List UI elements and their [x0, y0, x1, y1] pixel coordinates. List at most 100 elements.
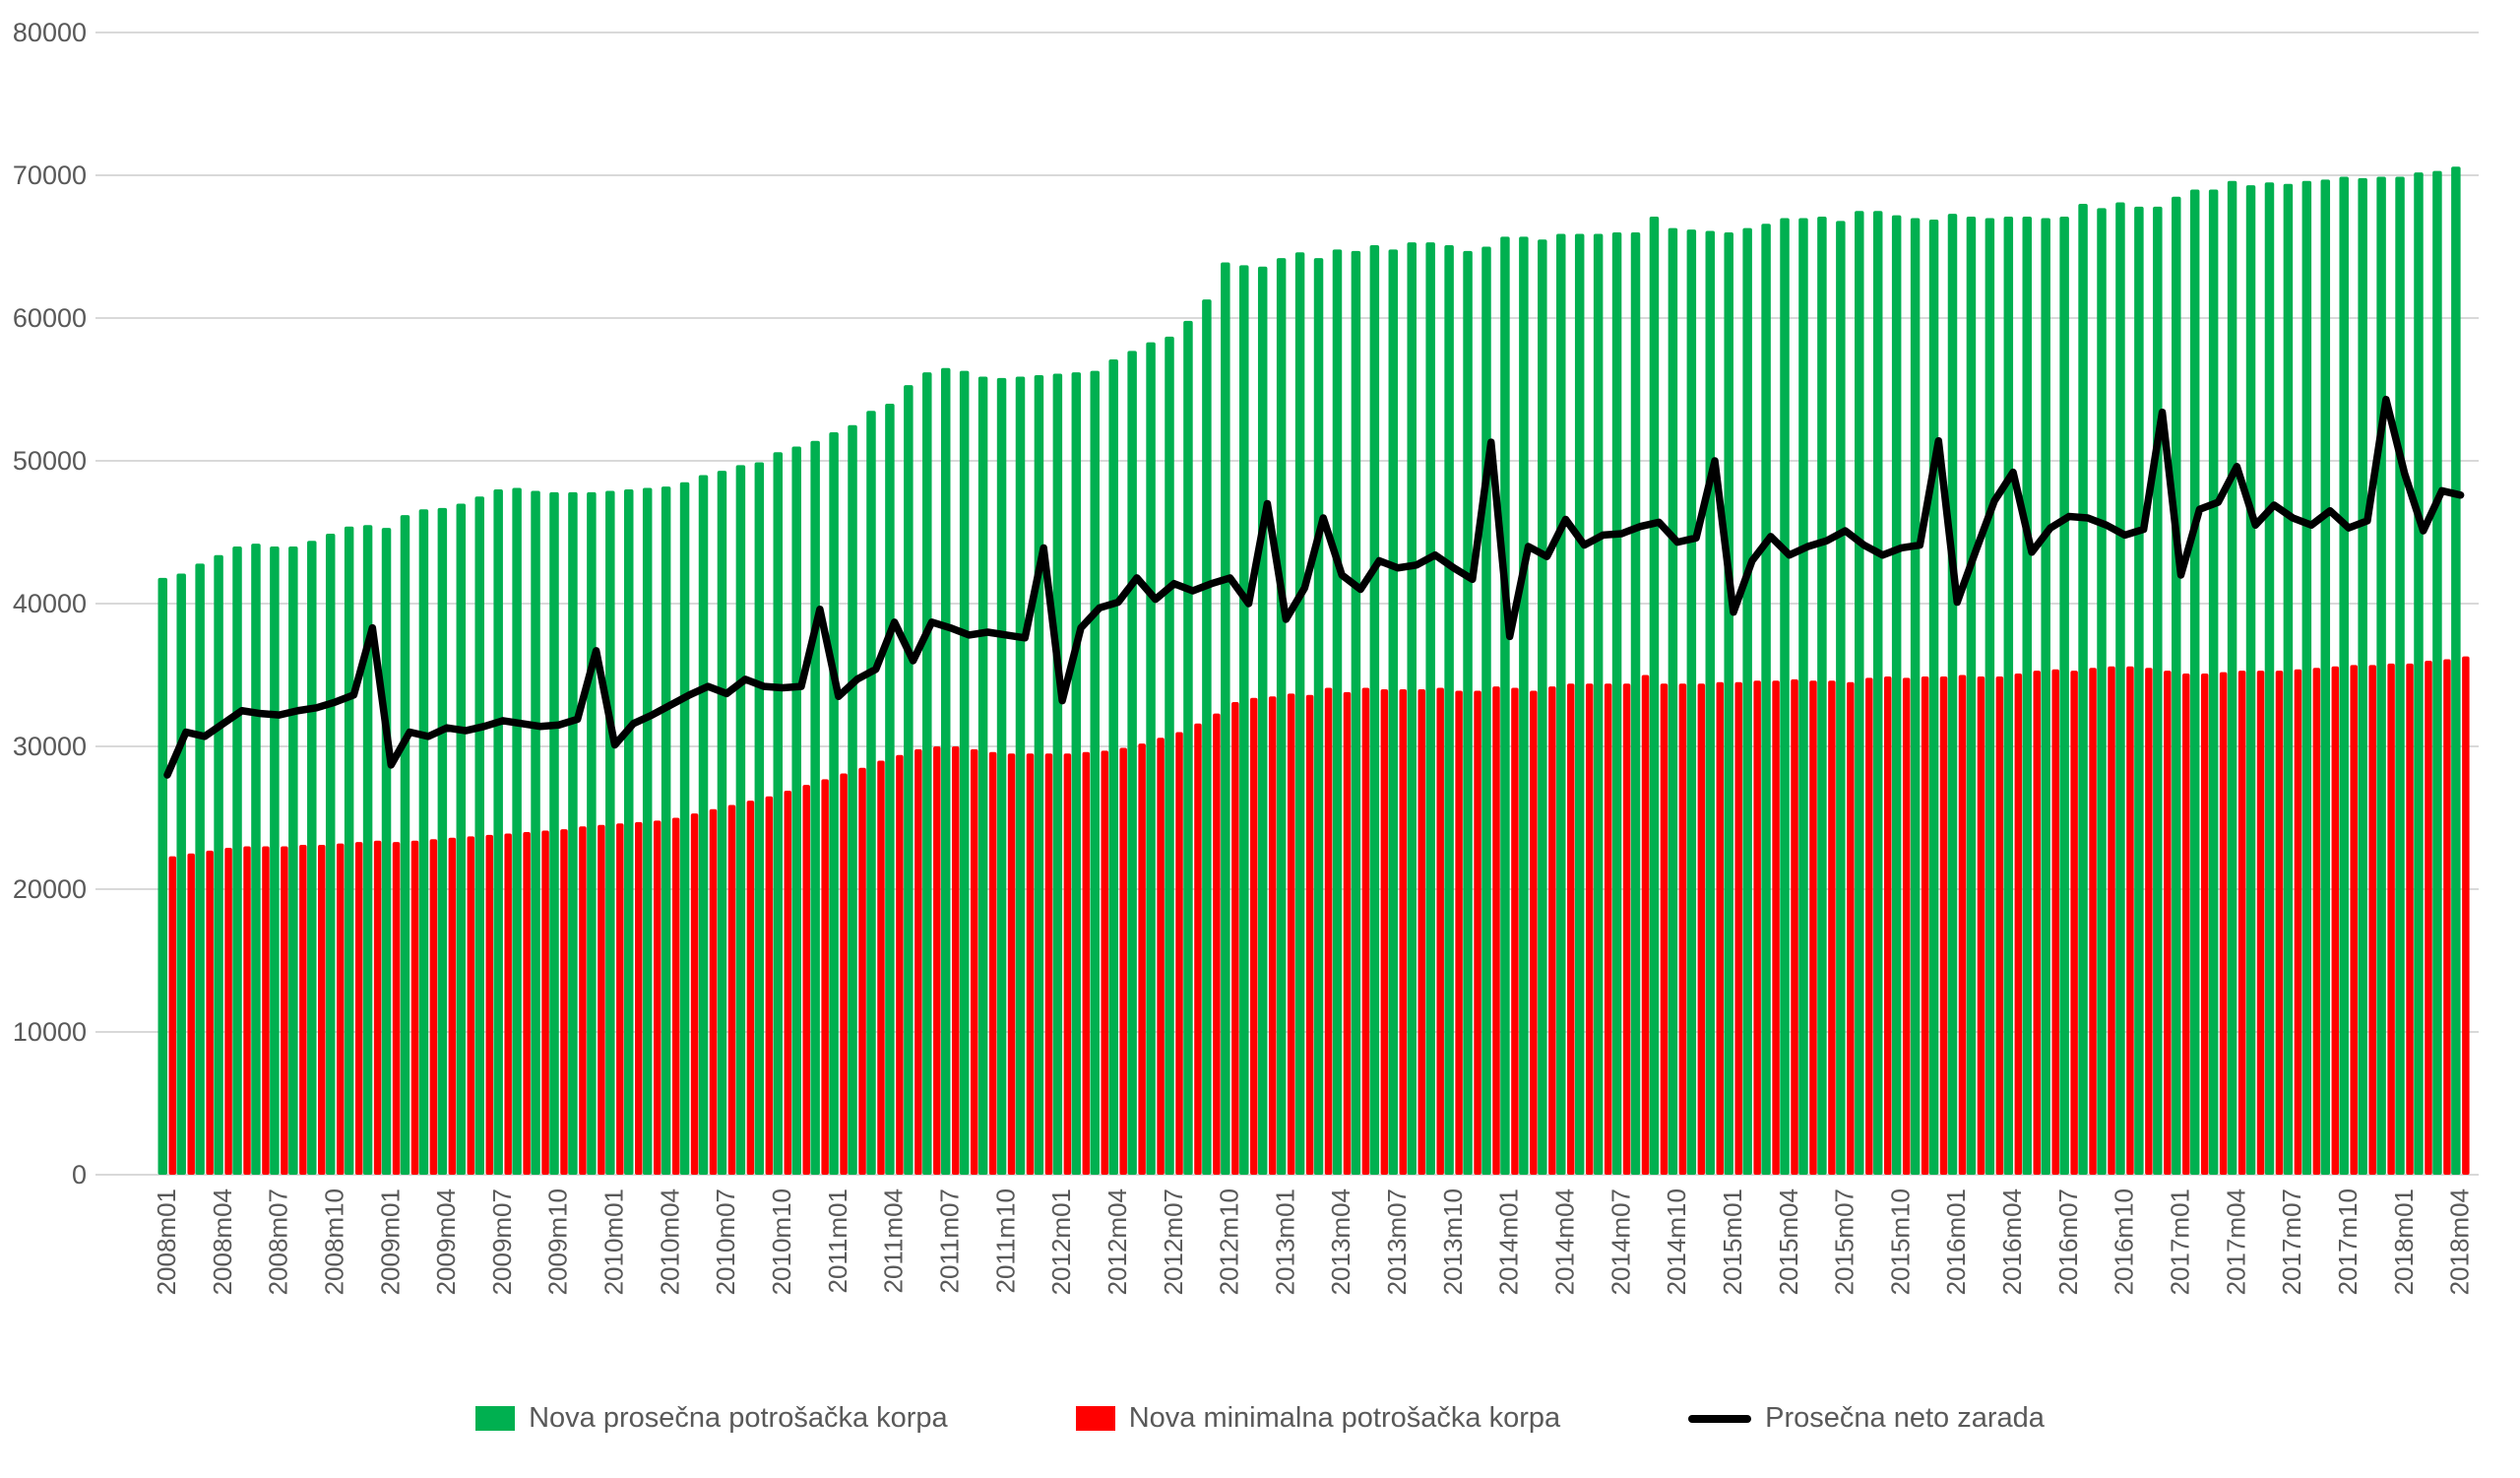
- bar-red-2014m10: [1678, 683, 1687, 1175]
- x-axis-label-2016m10: 2016m10: [2110, 1189, 2139, 1295]
- bar-red-2018m02: [2425, 661, 2432, 1175]
- bar-red-2012m10: [1231, 702, 1239, 1175]
- bar-green-2010m09: [754, 462, 765, 1175]
- bar-red-2014m09: [1660, 683, 1669, 1175]
- bar-green-2008m06: [251, 544, 261, 1175]
- x-axis-label-2018m04: 2018m04: [2445, 1189, 2475, 1295]
- bar-red-2015m06: [1828, 680, 1836, 1175]
- bar-green-2011m08: [959, 370, 970, 1175]
- bar-red-2014m11: [1697, 683, 1706, 1175]
- bar-red-2011m12: [1044, 753, 1053, 1175]
- bar-green-2015m08: [1855, 211, 1864, 1175]
- bar-red-2010m08: [746, 801, 755, 1175]
- x-axis-label-2008m04: 2008m04: [208, 1189, 237, 1295]
- bar-green-2017m12: [2376, 176, 2386, 1175]
- bar-red-2015m11: [1921, 675, 1929, 1175]
- bar-green-2017m10: [2339, 176, 2349, 1175]
- x-axis-label-2015m10: 2015m10: [1885, 1189, 1915, 1295]
- bar-green-2016m12: [2153, 206, 2163, 1175]
- bar-red-2008m05: [243, 846, 251, 1175]
- bar-green-2011m07: [940, 367, 951, 1175]
- bar-green-2014m11: [1686, 229, 1697, 1176]
- legend-item-average-basket[interactable]: Nova prosečna potrošačka korpa: [475, 1402, 948, 1435]
- bar-green-2013m01: [1276, 258, 1287, 1176]
- legend-item-net-salary[interactable]: Prosečna neto zarada: [1688, 1402, 2045, 1435]
- bar-green-2009m12: [587, 491, 597, 1175]
- bar-green-2012m07: [1165, 336, 1174, 1176]
- bar-green-2013m11: [1463, 250, 1473, 1176]
- bar-red-2009m01: [392, 842, 401, 1175]
- bar-green-2014m08: [1630, 232, 1641, 1175]
- bar-green-2014m01: [1500, 236, 1510, 1176]
- bar-red-2011m04: [896, 754, 904, 1175]
- bar-green-2017m01: [2172, 196, 2181, 1175]
- bar-red-2017m09: [2331, 666, 2340, 1175]
- bar-green-2017m07: [2283, 183, 2294, 1175]
- bar-green-2017m04: [2227, 180, 2237, 1176]
- bar-green-2017m02: [2189, 189, 2200, 1175]
- bar-red-2012m07: [1175, 732, 1183, 1175]
- bar-green-2008m08: [288, 546, 298, 1175]
- bar-red-2017m12: [2387, 663, 2395, 1175]
- bar-green-2010m10: [773, 452, 784, 1175]
- bar-green-2014m09: [1649, 217, 1660, 1176]
- bar-red-2008m09: [318, 845, 326, 1175]
- bar-green-2014m04: [1556, 233, 1566, 1175]
- x-axis-label-2013m07: 2013m07: [1382, 1189, 1412, 1295]
- bar-green-2010m02: [624, 489, 634, 1175]
- bar-red-2016m09: [2108, 666, 2115, 1175]
- bar-green-2014m02: [1519, 236, 1529, 1176]
- x-axis-label-2009m04: 2009m04: [431, 1189, 461, 1295]
- bar-green-2017m09: [2320, 179, 2331, 1176]
- legend-item-minimal-basket[interactable]: Nova minimalna potrošačka korpa: [1075, 1402, 1560, 1435]
- bar-red-2009m04: [448, 837, 457, 1175]
- bar-green-2011m11: [1015, 376, 1026, 1175]
- bar-red-2017m05: [2256, 671, 2265, 1175]
- x-axis-label-2015m07: 2015m07: [1830, 1189, 1859, 1295]
- bar-green-2012m10: [1221, 262, 1230, 1175]
- bar-red-2008m12: [373, 840, 382, 1175]
- bar-red-2012m05: [1138, 743, 1146, 1175]
- bar-green-2009m05: [456, 503, 467, 1175]
- bar-red-2009m11: [579, 826, 587, 1175]
- bar-red-2017m02: [2200, 674, 2209, 1175]
- y-axis-label-60000: 60000: [13, 303, 87, 333]
- x-axis-label-2012m01: 2012m01: [1046, 1189, 1076, 1295]
- bar-red-2012m08: [1194, 723, 1202, 1175]
- bar-green-2010m11: [791, 446, 801, 1175]
- bar-green-2014m03: [1538, 239, 1547, 1175]
- bar-red-2011m08: [970, 748, 978, 1175]
- bar-red-2013m02: [1305, 694, 1314, 1175]
- bar-red-2016m10: [2126, 666, 2134, 1175]
- bar-red-2010m01: [616, 823, 624, 1175]
- x-axis-label-2010m07: 2010m07: [711, 1189, 740, 1295]
- bar-green-2016m05: [2022, 217, 2032, 1176]
- bar-green-2013m07: [1388, 249, 1399, 1175]
- bar-green-2011m05: [904, 385, 914, 1175]
- bar-green-2015m01: [1724, 232, 1733, 1175]
- bar-green-2015m09: [1872, 211, 1883, 1175]
- bar-red-2016m06: [2051, 669, 2059, 1175]
- bar-green-2015m10: [1891, 215, 1902, 1176]
- legend: Nova prosečna potrošačka korpa Nova mini…: [0, 1402, 2520, 1435]
- bar-green-2012m03: [1090, 370, 1100, 1175]
- bar-red-2016m11: [2145, 668, 2153, 1175]
- bar-red-2017m04: [2237, 671, 2246, 1175]
- x-axis-label-2011m07: 2011m07: [934, 1189, 964, 1294]
- bar-red-2009m05: [467, 836, 475, 1175]
- bar-green-2015m11: [1910, 218, 1921, 1175]
- bar-red-2013m03: [1324, 687, 1333, 1175]
- bar-green-2010m01: [605, 490, 615, 1175]
- bar-green-2008m01: [158, 577, 167, 1175]
- bar-red-2009m07: [504, 833, 512, 1175]
- bar-red-2016m08: [2089, 668, 2097, 1175]
- bar-green-2008m12: [362, 525, 373, 1175]
- bar-green-2014m10: [1668, 227, 1678, 1175]
- bar-red-2015m05: [1809, 680, 1817, 1175]
- bar-red-2011m07: [951, 746, 960, 1175]
- bar-red-2011m05: [914, 748, 922, 1175]
- bar-green-2010m03: [642, 487, 653, 1175]
- bar-red-2010m07: [727, 804, 736, 1175]
- bar-green-2008m09: [307, 541, 317, 1175]
- y-axis-label-80000: 80000: [13, 18, 87, 47]
